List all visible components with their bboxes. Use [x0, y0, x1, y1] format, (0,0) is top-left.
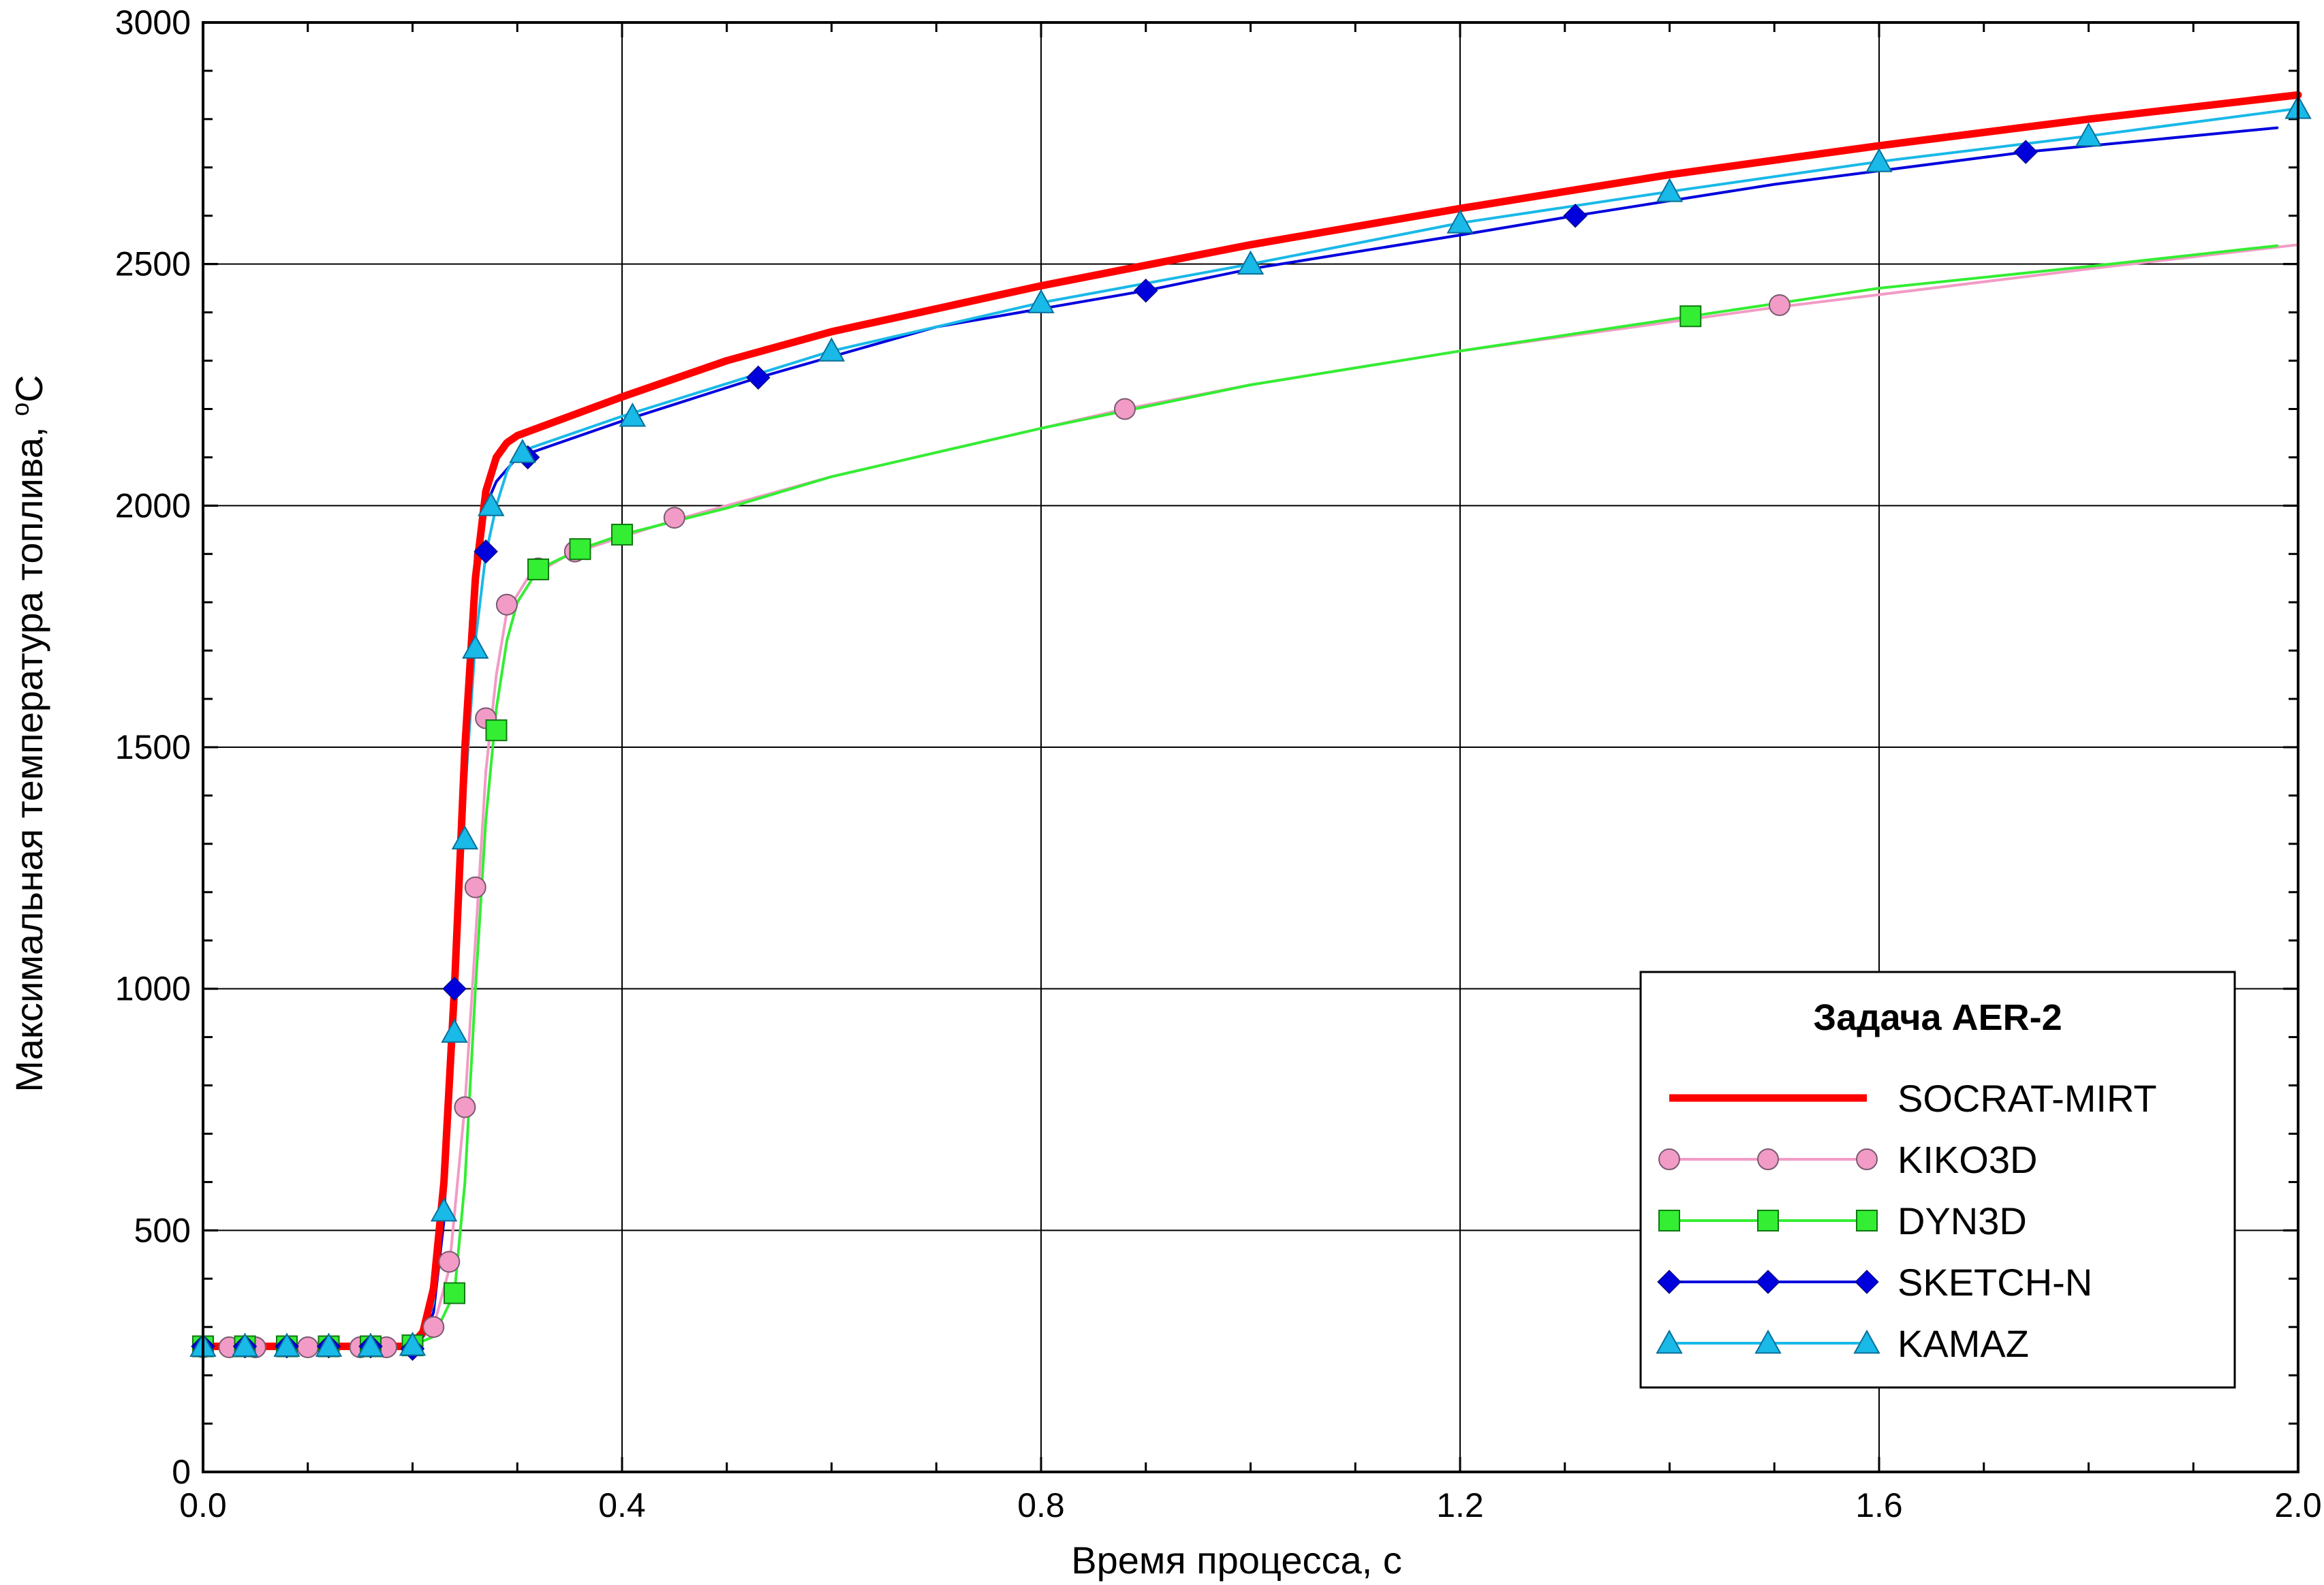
legend-marker-kamaz [1754, 1329, 1782, 1354]
plot-frame [202, 21, 2299, 1473]
data-point-kamaz [357, 1332, 384, 1357]
data-point-kamaz [1237, 250, 1265, 275]
y-tick-label: 1000 [115, 970, 191, 1008]
x-tick-label: 1.6 [1855, 1486, 1903, 1524]
data-point-kiko3d [296, 1336, 319, 1358]
x-tick-label: 0.0 [179, 1486, 227, 1524]
data-point-kamaz [231, 1332, 259, 1357]
legend-label-sketch-n: SKETCH-N [1897, 1261, 2092, 1304]
data-point-kiko3d [1768, 294, 1791, 316]
data-point-kiko3d [438, 1251, 461, 1273]
legend-title: Задача AER-2 [1813, 997, 2062, 1038]
data-point-sketch-n [442, 976, 467, 1001]
legend: Задача AER-2 SOCRAT-MIRT KIKO3D DYN3D SKETC… [1639, 971, 2236, 1389]
data-point-kiko3d [1114, 398, 1136, 420]
legend-label-dyn3d: DYN3D [1897, 1199, 2027, 1242]
data-point-kamaz [273, 1332, 300, 1357]
legend-marker-kamaz [1853, 1329, 1880, 1354]
data-point-dyn3d [527, 558, 549, 580]
x-tick-labels: 0.0 0.4 0.8 1.2 1.6 2.0 [179, 1486, 2322, 1524]
legend-marker-kiko3d [1757, 1148, 1779, 1170]
x-tick-label: 2.0 [2274, 1486, 2322, 1524]
data-point-dyn3d [569, 538, 591, 561]
x-tick-label: 0.8 [1017, 1486, 1065, 1524]
legend-marker-dyn3d [1856, 1210, 1878, 1231]
legend-marker-dyn3d [1757, 1210, 1779, 1231]
x-tick-label: 1.2 [1436, 1486, 1484, 1524]
data-point-kiko3d [663, 507, 685, 529]
data-point-kamaz [818, 337, 846, 362]
x-tick-label: 0.4 [598, 1486, 646, 1524]
y-tick-label: 1500 [115, 728, 191, 766]
data-point-kamaz [1027, 289, 1055, 313]
legend-marker-sketch-n [1756, 1270, 1780, 1294]
series-line-socrat-mirt [199, 91, 2302, 1351]
data-point-kamaz [399, 1332, 427, 1356]
legend-label-kamaz: KAMAZ [1897, 1322, 2029, 1365]
data-point-kamaz [1656, 178, 1684, 202]
legend-marker-kamaz [1656, 1329, 1683, 1354]
data-point-kiko3d [495, 593, 518, 616]
data-point-kiko3d [464, 876, 486, 898]
legend-marker-dyn3d [1658, 1210, 1680, 1231]
data-point-kamaz [462, 634, 489, 659]
legend-marker-kiko3d [1658, 1148, 1680, 1170]
data-point-sketch-n [746, 365, 771, 390]
data-point-kamaz [451, 825, 479, 850]
data-point-kamaz [478, 492, 505, 516]
data-point-sketch-n [474, 539, 498, 564]
data-point-sketch-n [1134, 278, 1158, 303]
y-tick-label: 3000 [115, 3, 191, 42]
y-tick-label: 2000 [115, 486, 191, 524]
data-point-kamaz [1865, 148, 1893, 172]
data-point-sketch-n [2013, 140, 2038, 164]
y-tick-labels: 0 500 1000 1500 2000 2500 3000 [115, 3, 191, 1491]
data-point-dyn3d [485, 719, 508, 742]
x-axis-title: Время процесса, с [1071, 1539, 1402, 1582]
legend-label-kiko3d: KIKO3D [1897, 1138, 2037, 1181]
y-tick-label: 0 [172, 1453, 191, 1491]
series-markers [189, 95, 2312, 1361]
y-tick-label: 500 [134, 1211, 191, 1249]
data-point-dyn3d [1679, 305, 1702, 328]
y-axis-title-text: Максимальная температура топлива, [7, 416, 50, 1093]
data-point-kiko3d [422, 1316, 445, 1338]
series-line-dyn3d [202, 244, 2279, 1348]
data-point-kamaz [2075, 122, 2103, 147]
data-point-kamaz [430, 1197, 458, 1222]
data-point-kamaz [1446, 209, 1474, 234]
y-axis-title: Максимальная температура топлива, oC [6, 375, 50, 1092]
legend-marker-sketch-n [1657, 1270, 1682, 1294]
legend-marker-kiko3d [1856, 1148, 1878, 1170]
legend-marker-sketch-n [1855, 1270, 1879, 1294]
legend-label-socrat-mirt: SOCRAT-MIRT [1897, 1077, 2157, 1120]
y-axis-unit-sup: o [6, 403, 34, 416]
data-point-dyn3d [611, 523, 633, 546]
data-point-sketch-n [1563, 204, 1587, 228]
data-point-kamaz [315, 1332, 343, 1357]
y-axis-unit: C [7, 375, 50, 402]
legend-box [1639, 971, 2236, 1389]
y-tick-label: 2500 [115, 245, 191, 283]
legend-entries: SOCRAT-MIRT KIKO3D DYN3D SKETCH-N KAMAZ [1656, 1077, 2157, 1365]
data-point-kamaz [509, 439, 536, 463]
data-point-kamaz [441, 1018, 468, 1043]
data-point-kiko3d [454, 1096, 476, 1118]
data-point-dyn3d [444, 1282, 465, 1304]
data-point-kamaz [619, 403, 647, 427]
